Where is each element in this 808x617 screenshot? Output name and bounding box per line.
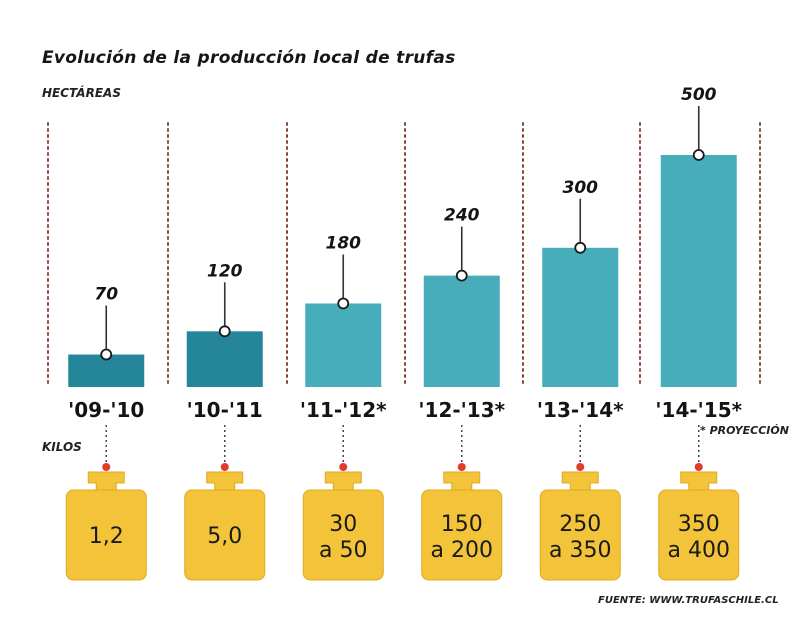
weight-body xyxy=(658,489,740,581)
projection-footnote: * PROYECCIÓN xyxy=(700,424,789,437)
weight-dot xyxy=(457,463,466,471)
kilos-value: 1,2 xyxy=(89,524,124,549)
data-label: 300 xyxy=(563,178,599,198)
weight-dot xyxy=(576,463,585,471)
kilos-value: a 200 xyxy=(431,538,493,563)
kilos-value: 250 xyxy=(559,512,601,537)
chart-title: Evolución de la producción local de truf… xyxy=(42,48,456,68)
weight-body xyxy=(421,489,503,581)
x-tick-label: '13-'14* xyxy=(537,398,624,422)
bar xyxy=(423,275,500,387)
value-marker xyxy=(455,269,468,282)
value-marker xyxy=(692,149,705,161)
data-label: 120 xyxy=(207,261,243,281)
kilos-label: KILOS xyxy=(42,440,82,454)
weight-handle xyxy=(87,471,125,493)
bar xyxy=(305,303,382,387)
data-label: 500 xyxy=(681,85,717,105)
weight-handle xyxy=(561,471,599,493)
weight-handle xyxy=(206,471,244,493)
value-marker xyxy=(574,241,587,254)
bar xyxy=(542,247,619,387)
weight-handle xyxy=(680,471,718,493)
weight-body xyxy=(302,489,384,581)
value-marker xyxy=(100,348,113,361)
x-tick-label: '10-'11 xyxy=(187,398,263,422)
weight-dot xyxy=(102,463,111,471)
weight-dot xyxy=(339,463,348,471)
source-note: FUENTE: WWW.TRUFASCHILE.CL xyxy=(598,595,779,606)
bar xyxy=(186,331,263,387)
x-tick-label: '14-'15* xyxy=(655,398,742,422)
bar xyxy=(660,155,737,387)
kilos-value: a 50 xyxy=(319,538,367,563)
kilos-value: a 400 xyxy=(668,538,730,563)
kilos-value: 5,0 xyxy=(207,524,242,549)
value-marker xyxy=(337,297,350,310)
weight-dot xyxy=(694,463,703,471)
y-axis-label: HECTÁREAS xyxy=(42,86,121,100)
weight-body xyxy=(65,489,147,581)
weight-dot xyxy=(220,463,229,471)
data-label: 180 xyxy=(326,233,362,253)
value-marker xyxy=(218,325,231,338)
kilos-value: 30 xyxy=(329,512,357,537)
weight-handle xyxy=(443,471,481,493)
x-tick-label: '11-'12* xyxy=(300,398,387,422)
weight-handle xyxy=(324,471,362,493)
weight-body xyxy=(539,489,621,581)
data-label: 70 xyxy=(94,285,118,305)
kilos-value: a 350 xyxy=(549,538,611,563)
weight-body xyxy=(184,489,266,581)
data-label: 240 xyxy=(444,206,480,226)
x-tick-label: '12-'13* xyxy=(418,398,505,422)
x-tick-label: '09-'10 xyxy=(68,398,144,422)
kilos-value: 350 xyxy=(678,512,720,537)
kilos-value: 150 xyxy=(441,512,483,537)
